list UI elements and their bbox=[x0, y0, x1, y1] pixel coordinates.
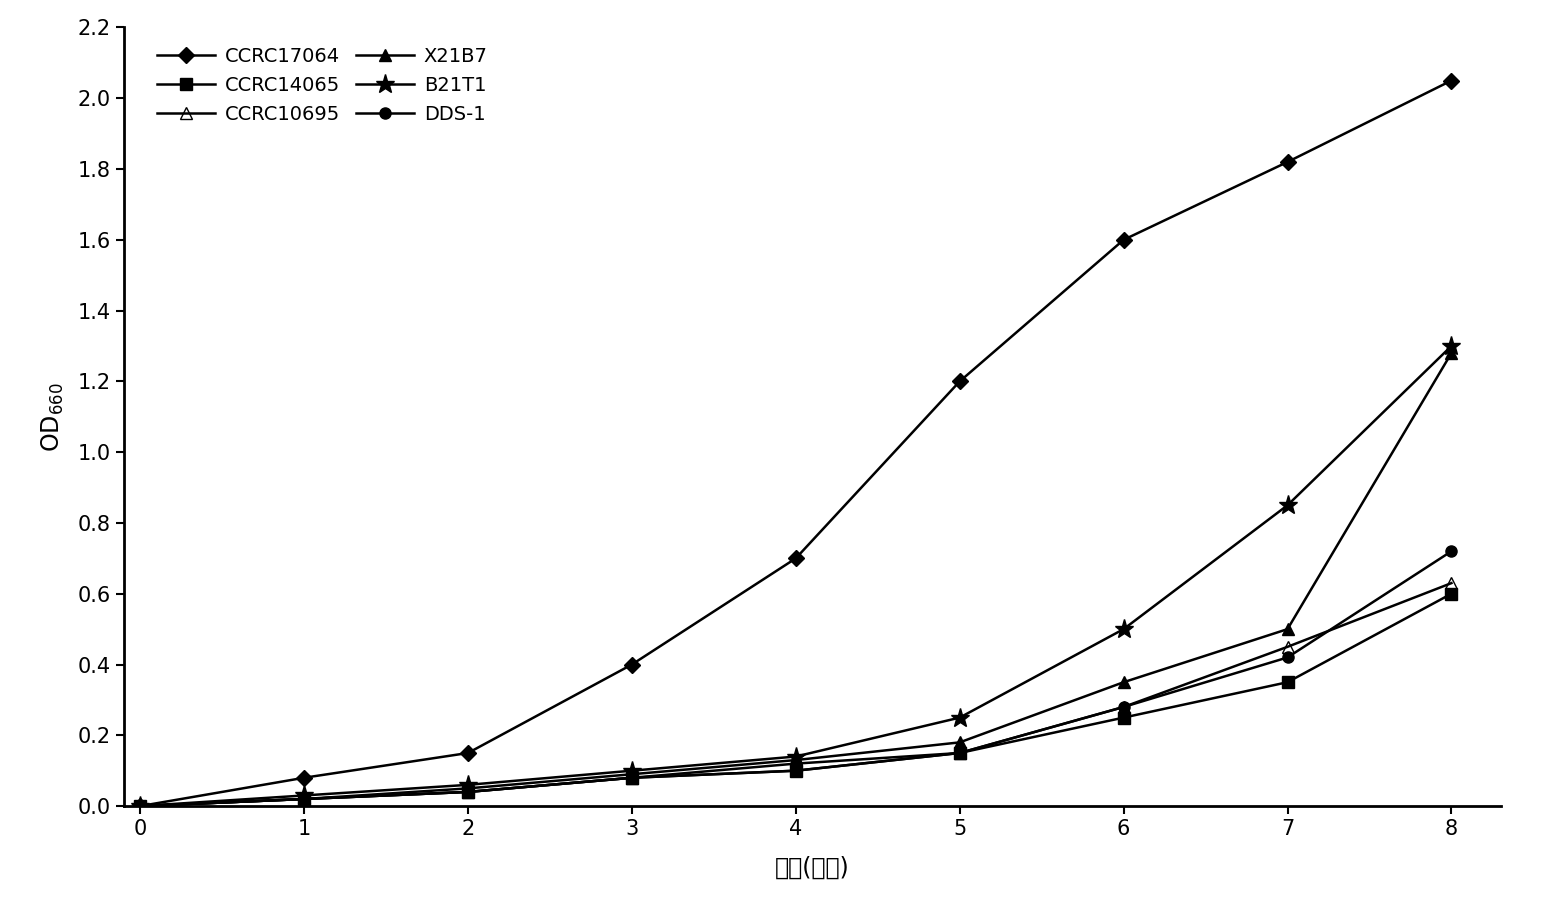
DDS-1 bbox=[622, 772, 640, 783]
X21B7 bbox=[295, 793, 314, 804]
Line: CCRC14065: CCRC14065 bbox=[135, 588, 1457, 812]
CCRC14065 bbox=[786, 765, 804, 776]
DDS-1 bbox=[1442, 546, 1460, 557]
B21T1 bbox=[1278, 500, 1296, 511]
Line: CCRC10695: CCRC10695 bbox=[135, 577, 1457, 812]
CCRC10695 bbox=[131, 801, 150, 812]
B21T1 bbox=[786, 751, 804, 762]
B21T1 bbox=[1442, 341, 1460, 352]
CCRC17064 bbox=[1278, 157, 1296, 168]
CCRC10695 bbox=[1442, 578, 1460, 589]
Line: CCRC17064: CCRC17064 bbox=[135, 75, 1457, 812]
X21B7 bbox=[1278, 624, 1296, 635]
CCRC17064 bbox=[131, 801, 150, 812]
X21B7 bbox=[1442, 347, 1460, 358]
X21B7 bbox=[1114, 677, 1132, 688]
CCRC17064 bbox=[622, 659, 640, 670]
CCRC10695 bbox=[786, 758, 804, 769]
CCRC14065 bbox=[622, 772, 640, 783]
CCRC17064 bbox=[458, 747, 476, 758]
CCRC14065 bbox=[458, 787, 476, 798]
CCRC14065 bbox=[950, 747, 968, 758]
CCRC10695 bbox=[950, 747, 968, 758]
X21B7 bbox=[786, 755, 804, 766]
Line: DDS-1: DDS-1 bbox=[135, 546, 1457, 812]
CCRC14065 bbox=[1442, 588, 1460, 599]
B21T1 bbox=[622, 765, 640, 776]
CCRC10695 bbox=[1114, 702, 1132, 713]
Line: B21T1: B21T1 bbox=[130, 336, 1460, 816]
CCRC17064 bbox=[1114, 234, 1132, 245]
CCRC17064 bbox=[1442, 75, 1460, 86]
CCRC10695 bbox=[1278, 641, 1296, 652]
CCRC10695 bbox=[295, 793, 314, 804]
X21B7 bbox=[622, 769, 640, 780]
X21B7 bbox=[950, 736, 968, 747]
CCRC17064 bbox=[295, 772, 314, 783]
Line: X21B7: X21B7 bbox=[135, 347, 1457, 812]
X21B7 bbox=[131, 801, 150, 812]
X21B7 bbox=[458, 783, 476, 794]
B21T1 bbox=[458, 780, 476, 791]
CCRC10695 bbox=[458, 787, 476, 798]
DDS-1 bbox=[1278, 652, 1296, 663]
X-axis label: 时间(小时): 时间(小时) bbox=[775, 856, 849, 880]
CCRC14065 bbox=[1278, 677, 1296, 688]
Legend: CCRC17064, CCRC14065, CCRC10695, X21B7, B21T1, DDS-1: CCRC17064, CCRC14065, CCRC10695, X21B7, … bbox=[147, 38, 498, 134]
B21T1 bbox=[1114, 624, 1132, 635]
CCRC17064 bbox=[786, 553, 804, 564]
DDS-1 bbox=[131, 801, 150, 812]
CCRC14065 bbox=[1114, 712, 1132, 723]
CCRC17064 bbox=[950, 376, 968, 387]
Y-axis label: OD$_{660}$: OD$_{660}$ bbox=[40, 382, 67, 452]
DDS-1 bbox=[458, 787, 476, 798]
B21T1 bbox=[131, 801, 150, 812]
CCRC14065 bbox=[295, 793, 314, 804]
B21T1 bbox=[295, 790, 314, 801]
DDS-1 bbox=[950, 747, 968, 758]
CCRC14065 bbox=[131, 801, 150, 812]
B21T1 bbox=[950, 712, 968, 723]
CCRC10695 bbox=[622, 772, 640, 783]
DDS-1 bbox=[1114, 702, 1132, 713]
DDS-1 bbox=[786, 765, 804, 776]
DDS-1 bbox=[295, 793, 314, 804]
